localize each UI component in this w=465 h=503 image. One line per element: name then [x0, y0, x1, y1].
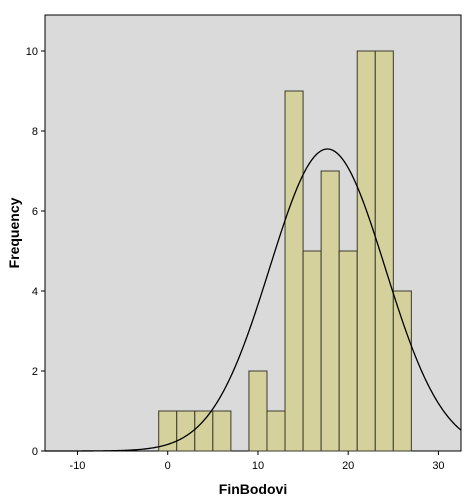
histogram-bar: [302, 250, 322, 452]
x-tick-label: 20: [342, 460, 354, 472]
histogram-bar: [374, 50, 394, 452]
axes-group: 0 2 4 6 8 10 -10 0 10 20 30: [26, 46, 445, 472]
histogram-bar: [338, 250, 358, 452]
bars-group: [158, 50, 412, 452]
y-tick-label: 0: [32, 446, 38, 458]
x-tick-label: -10: [70, 460, 86, 472]
y-tick-label: 6: [32, 206, 38, 218]
y-tick-label: 4: [32, 286, 38, 298]
histogram-bar: [266, 410, 286, 452]
y-tick-label: 10: [26, 46, 38, 58]
histogram-bar: [212, 410, 232, 452]
histogram-bar: [284, 90, 304, 452]
histogram-bar: [392, 290, 412, 452]
y-axis-title: Frequency: [6, 197, 22, 268]
histogram-bar: [194, 410, 214, 452]
x-axis-title: FinBodovi: [219, 481, 287, 497]
histogram-bar: [356, 50, 376, 452]
normal-curve: [45, 148, 462, 452]
x-tick-label: 0: [165, 460, 171, 472]
y-tick-label: 2: [32, 366, 38, 378]
x-tick-label: 10: [252, 460, 264, 472]
x-tick-label: 30: [432, 460, 444, 472]
y-tick-label: 8: [32, 126, 38, 138]
histogram-bar: [248, 370, 268, 452]
histogram-bar: [320, 170, 340, 452]
